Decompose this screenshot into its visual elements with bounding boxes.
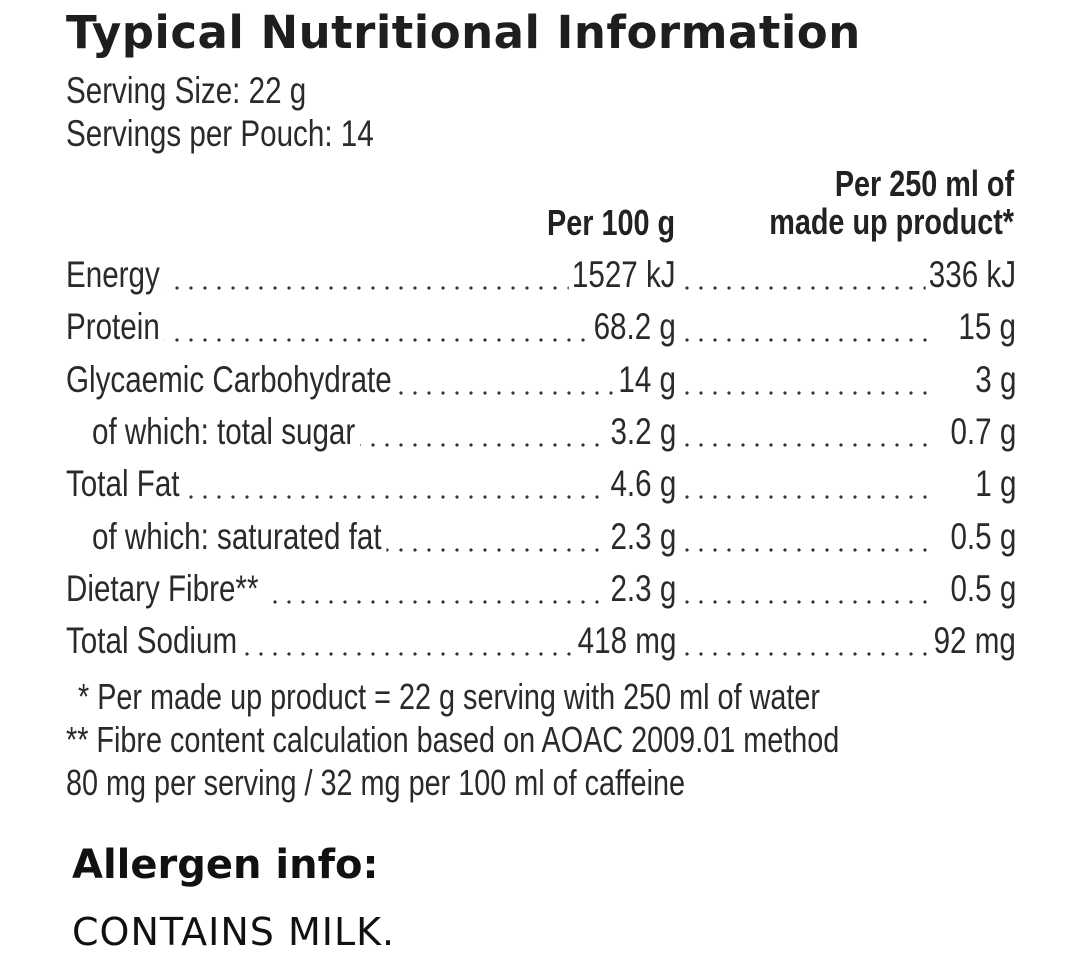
footnote-made-up-product: * Per made up product = 22 g serving wit… — [78, 676, 820, 717]
value-per-100g: 2.3 g — [606, 568, 676, 610]
nutrient-label: of which: total sugar — [92, 411, 361, 453]
dot-leader — [156, 548, 656, 552]
dot-leader — [680, 338, 930, 342]
column-header-per-250ml-line2: made up product* — [769, 201, 1014, 242]
dot-leader — [156, 652, 656, 656]
value-per-250ml: 1 g — [971, 463, 1016, 505]
panel-title: Typical Nutritional Information — [66, 6, 861, 59]
nutrition-row-protein: Protein 68.2 g 15 g — [66, 306, 1016, 356]
dot-leader — [680, 443, 930, 447]
value-per-100g: 2.3 g — [606, 516, 676, 558]
value-per-250ml: 3 g — [971, 359, 1016, 401]
footnote-fibre-method: ** Fibre content calculation based on AO… — [66, 719, 840, 760]
nutrient-label: Energy — [66, 254, 165, 296]
nutrient-label: Total Fat — [66, 463, 185, 505]
nutrition-row-total-fat: Total Fat 4.6 g 1 g — [66, 463, 1016, 513]
value-per-100g: 3.2 g — [606, 411, 676, 453]
dot-leader — [156, 391, 656, 395]
value-per-250ml: 15 g — [955, 306, 1016, 348]
nutrition-row-total-sugar: of which: total sugar 3.2 g 0.7 g — [66, 411, 1016, 461]
value-per-250ml: 0.7 g — [946, 411, 1016, 453]
allergen-heading: Allergen info: — [72, 842, 379, 888]
serving-size: Serving Size: 22 g — [66, 70, 307, 111]
column-header-per-100g: Per 100 g — [546, 202, 675, 243]
dot-leader — [680, 495, 930, 499]
dot-leader — [156, 443, 656, 447]
nutrient-label: Dietary Fibre** — [66, 568, 264, 610]
dot-leader — [156, 286, 656, 290]
value-per-250ml: 336 kJ — [925, 254, 1016, 296]
dot-leader — [680, 391, 930, 395]
nutrient-label: Total Sodium — [66, 620, 242, 662]
value-per-100g: 1527 kJ — [569, 254, 676, 296]
allergen-text: CONTAINS MILK. — [72, 910, 396, 954]
value-per-100g: 68.2 g — [590, 306, 676, 348]
dot-leader — [156, 600, 656, 604]
nutrient-label: Protein — [66, 306, 165, 348]
value-per-250ml: 0.5 g — [946, 568, 1016, 610]
nutrient-label: of which: saturated fat — [92, 516, 387, 558]
nutrition-row-total-sodium: Total Sodium 418 mg 92 mg — [66, 620, 1016, 670]
dot-leader — [156, 338, 656, 342]
servings-per-pouch: Servings per Pouch: 14 — [66, 113, 374, 154]
value-per-100g: 14 g — [615, 359, 676, 401]
dot-leader — [680, 600, 930, 604]
nutrition-row-dietary-fibre: Dietary Fibre** 2.3 g 0.5 g — [66, 568, 1016, 618]
dot-leader — [156, 495, 656, 499]
value-per-250ml: 92 mg — [930, 620, 1016, 662]
footnote-caffeine: 80 mg per serving / 32 mg per 100 ml of … — [66, 762, 686, 803]
value-per-100g: 418 mg — [574, 620, 676, 662]
nutrition-row-saturated-fat: of which: saturated fat 2.3 g 0.5 g — [66, 516, 1016, 566]
value-per-250ml: 0.5 g — [946, 516, 1016, 558]
nutrition-row-energy: Energy 1527 kJ 336 kJ — [66, 254, 1016, 304]
nutrient-label: Glycaemic Carbohydrate — [66, 359, 397, 401]
dot-leader — [680, 652, 930, 656]
nutrition-row-carbohydrate: Glycaemic Carbohydrate 14 g 3 g — [66, 359, 1016, 409]
value-per-100g: 4.6 g — [606, 463, 676, 505]
column-header-per-250ml-line1: Per 250 ml of — [834, 163, 1014, 204]
dot-leader — [680, 286, 930, 290]
dot-leader — [680, 548, 930, 552]
